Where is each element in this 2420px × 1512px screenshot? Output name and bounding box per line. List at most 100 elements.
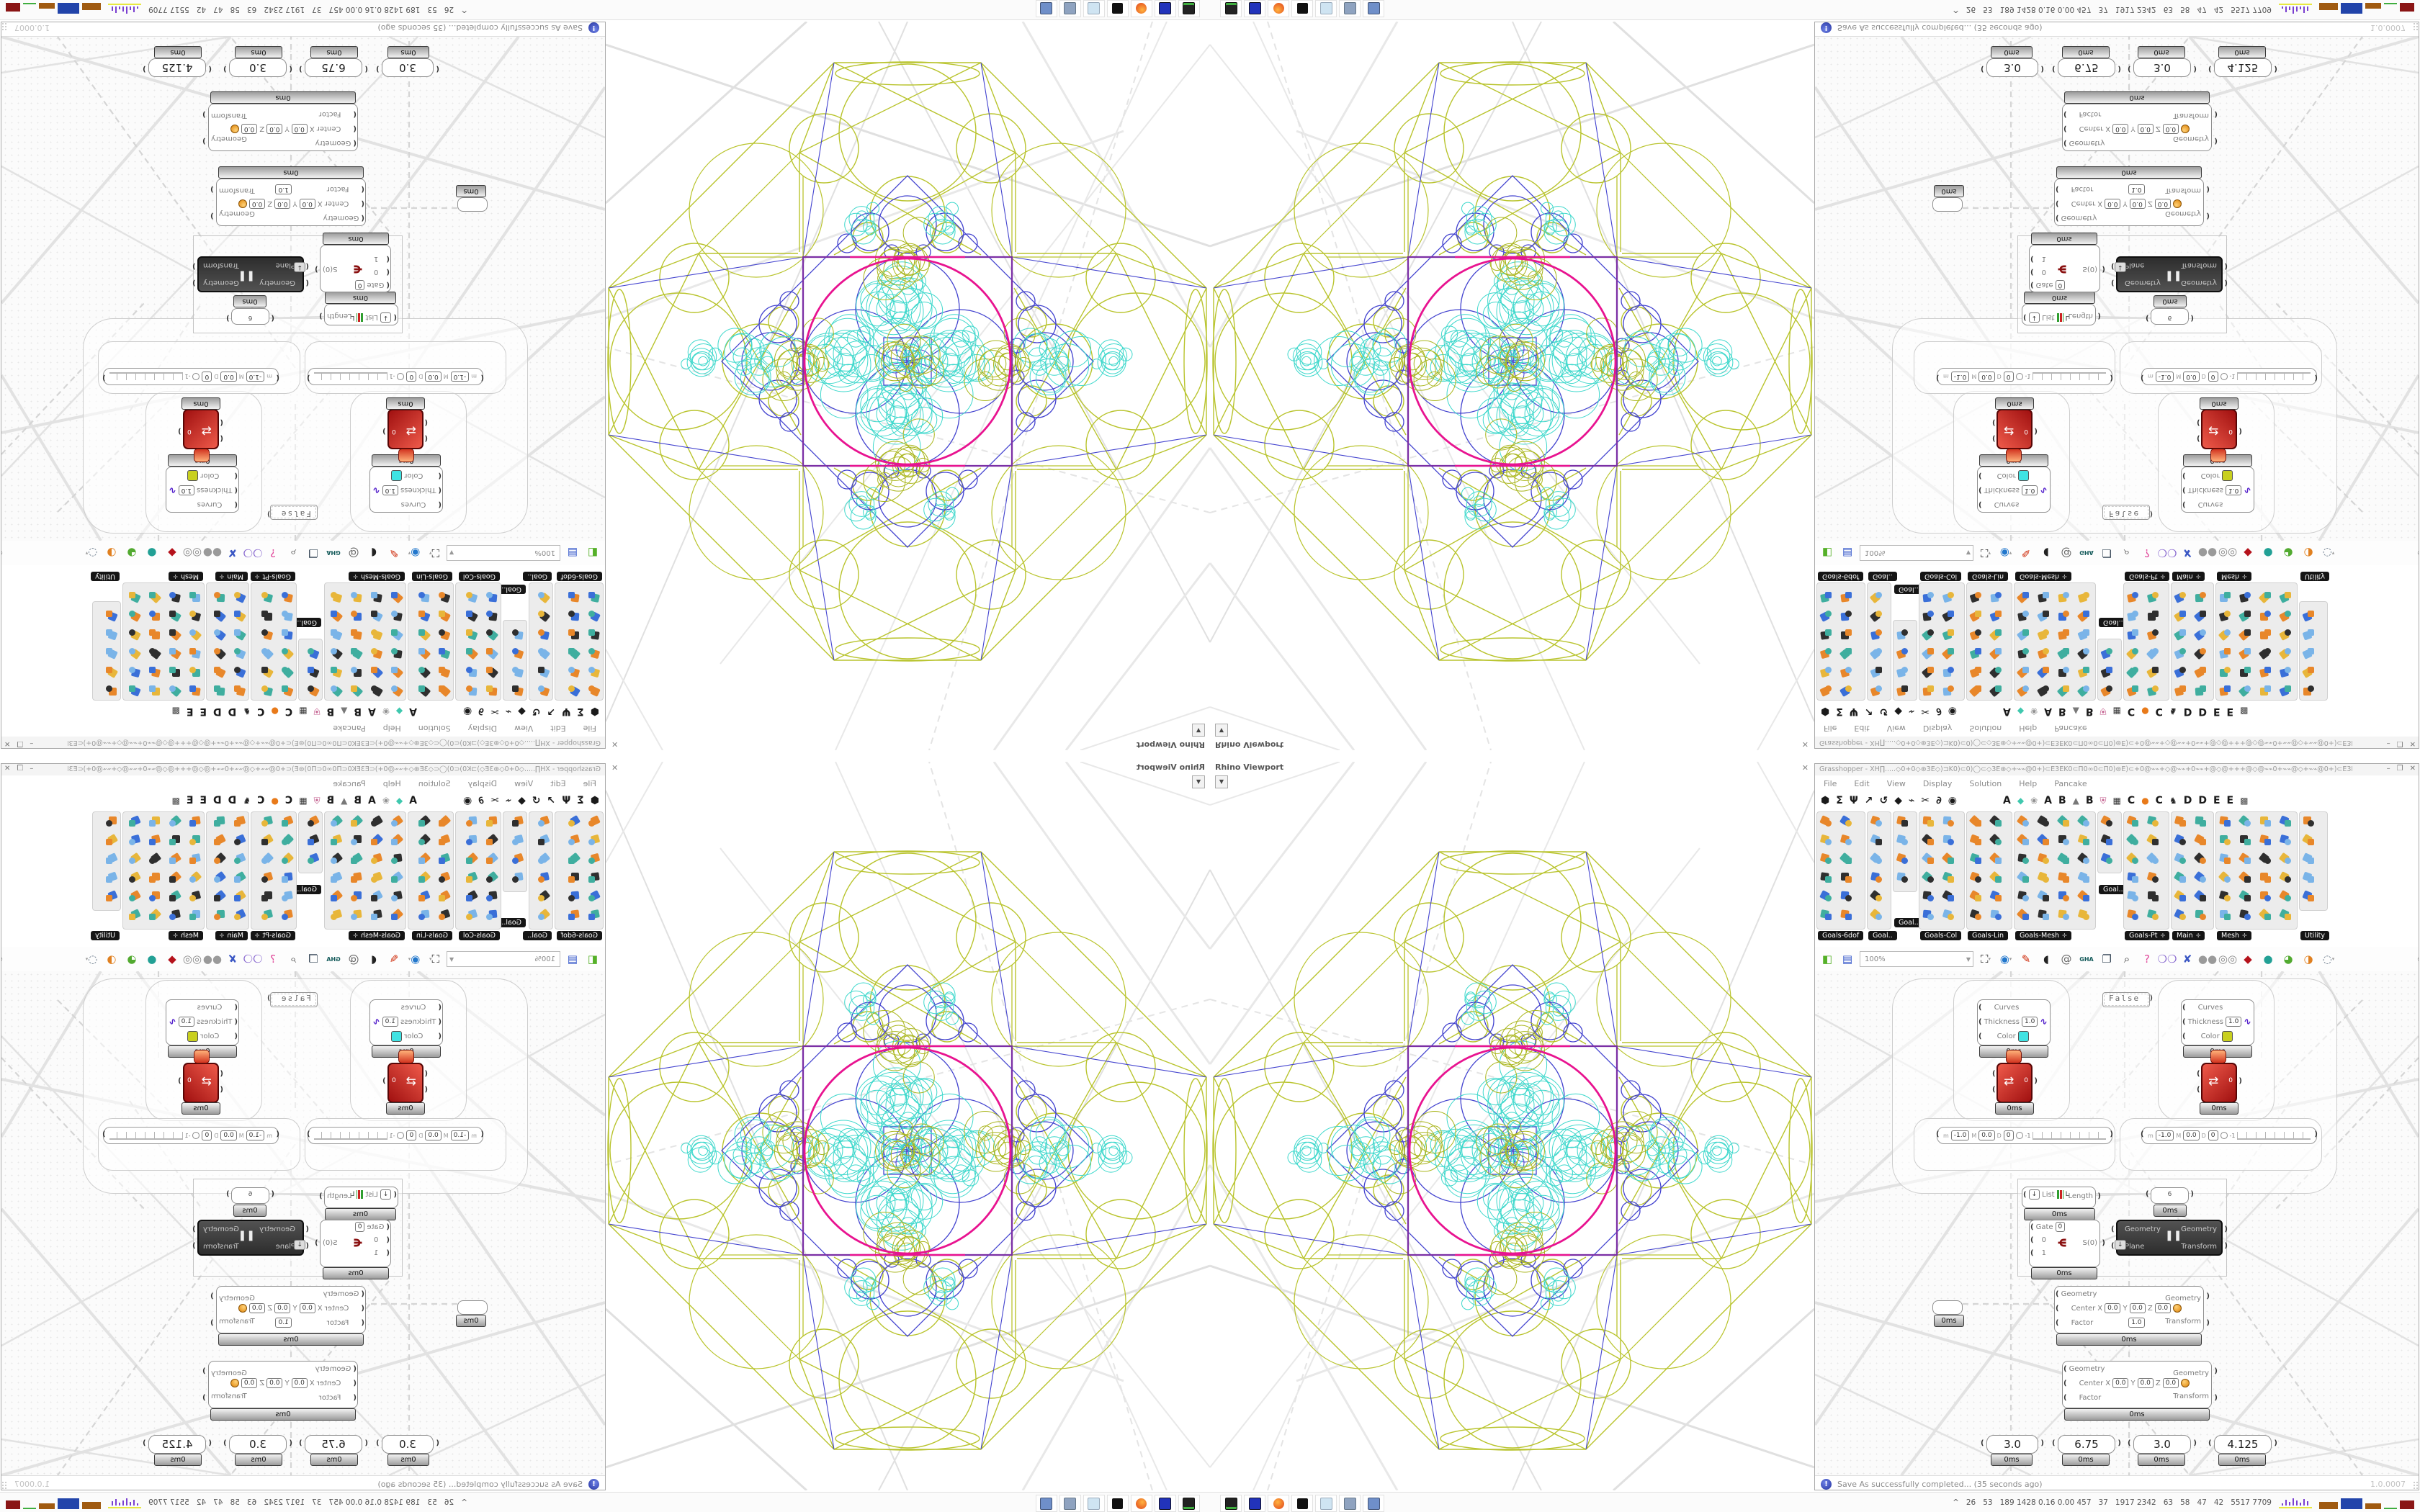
plugin-tab-letter[interactable]: C <box>2155 706 2163 717</box>
palette-component-icon[interactable] <box>2238 870 2253 885</box>
plugin-tab-letter[interactable]: E <box>200 706 207 717</box>
palette-component-icon[interactable] <box>212 814 226 829</box>
plugin-tab-letter[interactable]: D <box>2183 795 2192 806</box>
rhino-viewport-pane[interactable]: Rhino Viewport ▼ ✕ <box>1210 19 1814 756</box>
category-tab-icon[interactable]: Σ <box>1836 795 1843 806</box>
display-component-right[interactable]: (Curves(Thickness 1.0 ∿(Color <box>2181 999 2254 1045</box>
plugin-tab-letter[interactable]: C <box>2127 706 2136 717</box>
palette-component-icon[interactable] <box>484 627 499 642</box>
capsule-icon[interactable]: ◖ <box>2043 546 2049 559</box>
list-length-component[interactable]: (↓ List L Length) <box>319 304 398 325</box>
palette-component-icon[interactable] <box>389 870 404 885</box>
palette-component-icon[interactable] <box>389 852 403 866</box>
panel-list-count[interactable]: 6() <box>226 1187 274 1204</box>
palette-component-icon[interactable] <box>2125 665 2141 679</box>
palette-component-icon[interactable] <box>536 814 550 829</box>
palette-component-icon[interactable] <box>279 870 294 885</box>
category-tab-icon[interactable]: ✂ <box>490 706 499 717</box>
display-component-left[interactable]: (Curves(Thickness 1.0 ∿(Color <box>1977 999 2051 1045</box>
palette-component-icon[interactable] <box>1819 908 1834 922</box>
palette-tab-Goals-6dof[interactable]: Goals-6dof <box>1818 572 1864 581</box>
cross-wires-icon[interactable]: ✘ <box>2182 953 2192 966</box>
palette-component-icon[interactable] <box>279 665 295 679</box>
palette-component-icon[interactable] <box>147 889 161 904</box>
palette-tab-Mesh[interactable]: Mesh✛ <box>169 931 203 940</box>
flatten-icon[interactable]: ↓ <box>2115 262 2126 272</box>
palette-component-icon[interactable] <box>104 608 118 623</box>
palette-component-icon[interactable] <box>2016 833 2031 847</box>
palette-component-icon[interactable] <box>1839 814 1854 829</box>
palette-component-icon[interactable] <box>369 590 383 604</box>
palette-component-icon[interactable] <box>2279 833 2293 847</box>
palette-component-icon[interactable] <box>2174 908 2188 922</box>
viewport-dropdown-button[interactable]: ▼ <box>1215 775 1228 788</box>
palette-component-icon[interactable] <box>1896 833 1910 847</box>
palette-component-icon[interactable] <box>369 908 383 922</box>
menu-item-edit[interactable]: Edit <box>550 778 566 788</box>
palette-component-icon[interactable] <box>232 833 246 847</box>
save-file-icon[interactable]: ▤ <box>567 546 578 559</box>
palette-component-icon[interactable] <box>167 870 182 885</box>
plugin-tab-icon[interactable]: ⛨ <box>2099 795 2107 806</box>
rings-icon[interactable]: ◎◎ <box>2218 546 2238 559</box>
palette-component-icon[interactable] <box>1969 646 1984 660</box>
notepad-icon[interactable] <box>1083 1495 1105 1512</box>
find-icon[interactable]: ⌕ <box>290 953 297 966</box>
red-gem-icon[interactable]: ◆ <box>2244 953 2252 966</box>
palette-component-icon[interactable] <box>2056 852 2071 866</box>
palette-component-icon[interactable] <box>1922 889 1936 904</box>
zoom-select[interactable]: 100% ▼ <box>447 545 560 561</box>
plugin-tab-icon[interactable]: ▲ <box>341 796 348 806</box>
plugin-tab-letter[interactable]: B <box>2085 795 2094 806</box>
inkscape-icon[interactable] <box>1291 1495 1313 1512</box>
palette-component-icon[interactable] <box>2146 590 2161 604</box>
boolean-toggle[interactable]: False) <box>2102 992 2154 1007</box>
solver-reset-button-left[interactable] <box>398 1050 414 1063</box>
palette-component-icon[interactable] <box>147 665 161 679</box>
palette-component-icon[interactable] <box>510 833 524 847</box>
palette-component-icon[interactable] <box>2238 908 2253 922</box>
palette-component-icon[interactable] <box>349 908 363 922</box>
category-tab-icon[interactable]: ∂ <box>478 706 484 717</box>
plugin-tab-letter[interactable]: C <box>2155 795 2163 806</box>
palette-component-icon[interactable] <box>2126 627 2141 642</box>
category-tab-icon[interactable]: ∂ <box>478 795 484 806</box>
palette-component-icon[interactable] <box>484 908 498 922</box>
palette-component-icon[interactable] <box>369 665 384 679</box>
calculator-icon[interactable] <box>1339 0 1361 17</box>
palette-component-icon[interactable] <box>2218 627 2233 642</box>
palette-component-icon[interactable] <box>2218 683 2233 698</box>
palette-component-icon[interactable] <box>369 683 384 698</box>
palette-component-icon[interactable] <box>586 908 601 922</box>
notepad-icon[interactable] <box>1315 0 1337 17</box>
palette-component-icon[interactable] <box>2238 665 2253 679</box>
resize-grip[interactable] <box>2413 22 2419 31</box>
palette-component-icon[interactable] <box>127 683 141 698</box>
category-tab-icon[interactable]: ⬢ <box>590 706 599 717</box>
gha-icon[interactable]: GHA <box>326 549 341 557</box>
palette-component-icon[interactable] <box>436 590 451 604</box>
palette-component-icon[interactable] <box>2193 852 2208 866</box>
palette-component-icon[interactable] <box>566 608 581 623</box>
palette-component-icon[interactable] <box>389 608 403 623</box>
palette-component-icon[interactable] <box>2037 627 2051 642</box>
palette-component-icon[interactable] <box>1921 627 1936 642</box>
palette-component-icon[interactable] <box>1922 908 1936 922</box>
palette-component-icon[interactable] <box>305 683 320 698</box>
palette-component-icon[interactable] <box>436 646 451 660</box>
category-tab-icon[interactable]: ✂ <box>1921 706 1930 717</box>
palette-component-icon[interactable] <box>2302 608 2316 623</box>
solver-reset-button-left[interactable] <box>398 449 414 462</box>
palette-component-icon[interactable] <box>2077 590 2092 604</box>
palette-component-icon[interactable] <box>187 590 202 604</box>
palette-component-icon[interactable] <box>104 889 118 904</box>
palette-tab-Goals-Lin[interactable]: Goals-Lin <box>412 572 452 581</box>
preview-eye-icon[interactable]: ◉ ▾ <box>408 546 421 559</box>
viewport-title[interactable]: Rhino Viewport <box>1136 762 1205 772</box>
palette-component-icon[interactable] <box>104 870 118 885</box>
solver-reset-button-left[interactable] <box>2006 1050 2022 1063</box>
orange-ball-icon[interactable]: ◑ <box>107 546 117 559</box>
boolean-toggle[interactable]: False) <box>2102 505 2155 520</box>
viewport-close-icon[interactable]: ✕ <box>1801 739 1809 749</box>
category-tab-icon[interactable]: ◆ <box>1894 795 1902 806</box>
